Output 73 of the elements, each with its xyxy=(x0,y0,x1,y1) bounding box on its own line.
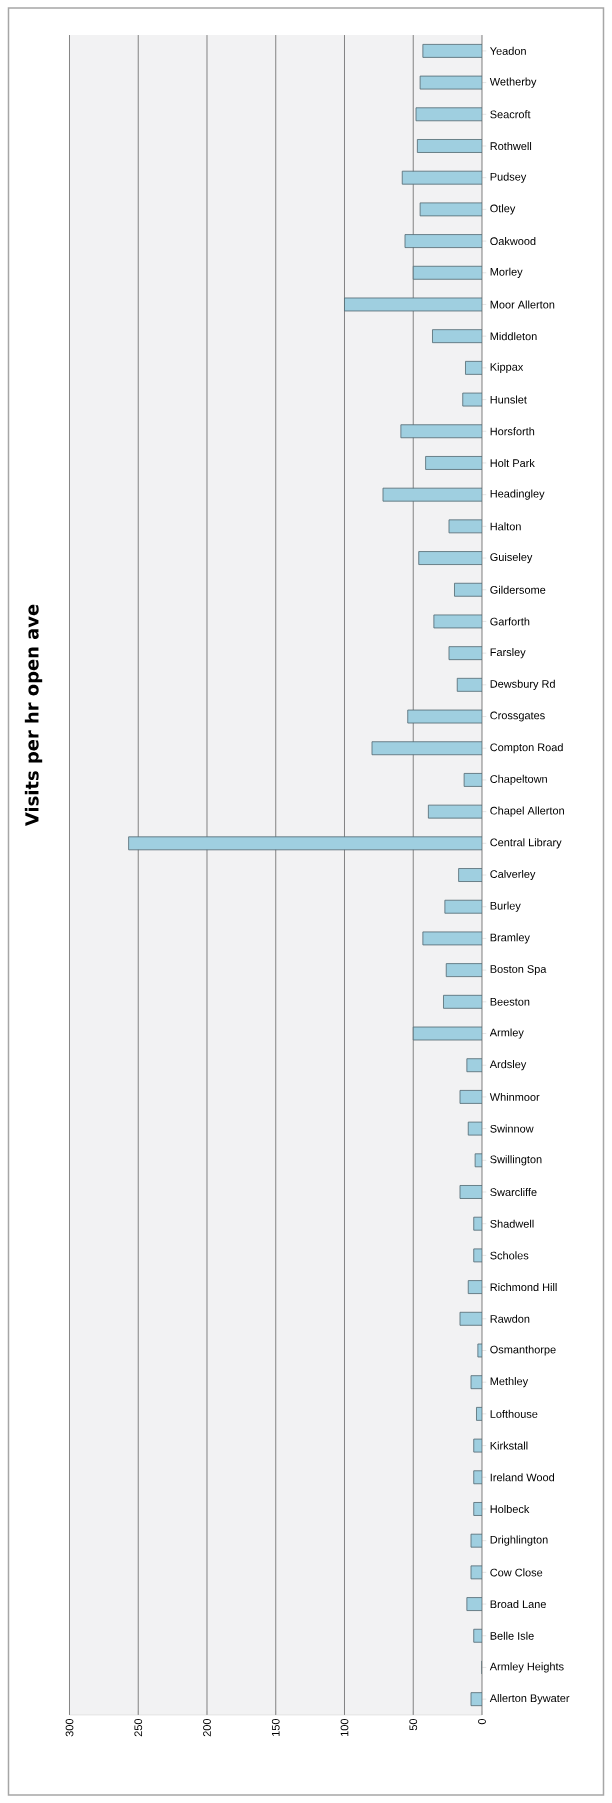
y-tick-label: Gildersome xyxy=(490,585,546,594)
y-tick-label: Bramley xyxy=(490,933,530,944)
bar xyxy=(425,456,482,470)
y-tick-label: Ardsley xyxy=(489,1060,527,1071)
y-tick-label: Crossgates xyxy=(490,711,545,722)
y-tick-label: Farsley xyxy=(490,648,526,659)
bar xyxy=(418,551,482,565)
y-tick-label: Middleton xyxy=(490,332,537,341)
y-tick-label: Wetherby xyxy=(489,77,537,88)
y-tick-label: Armley Heights xyxy=(489,1662,564,1673)
y-tick-label: Armley xyxy=(489,1028,524,1039)
y-tick-label: Rothwell xyxy=(490,141,532,151)
y-tick-label: Dewsbury Rd xyxy=(490,679,555,690)
y-tick-label: Lofthouse xyxy=(490,1409,538,1418)
y-tick-label: Compton Road xyxy=(490,743,563,754)
x-tick-label: 200 xyxy=(203,1718,211,1737)
y-tick-label: Guiseley xyxy=(490,552,533,564)
y-tick-label: Pudsey xyxy=(490,172,527,183)
y-tick-label: Swinnow xyxy=(490,1124,534,1133)
y-tick-label: Belle Isle xyxy=(490,1631,534,1640)
y-tick-label: Scholes xyxy=(490,1251,529,1260)
bar xyxy=(371,741,482,756)
y-tick-label: Whinmoor xyxy=(489,1092,540,1101)
y-tick-label: Chapeltown xyxy=(490,774,547,786)
y-tick-label: Burley xyxy=(490,901,521,912)
y-tick-label: Boston Spa xyxy=(490,965,547,976)
y-tick-label: Allerton Bywater xyxy=(489,1694,570,1705)
y-tick-label: Holbeck xyxy=(490,1504,530,1513)
x-tick-label: 0 xyxy=(478,1718,486,1725)
bar xyxy=(416,139,482,153)
y-tick-label: Richmond Hill xyxy=(490,1283,557,1292)
x-tick-label: 250 xyxy=(134,1718,143,1737)
bar xyxy=(432,329,482,344)
bar xyxy=(400,424,482,439)
y-tick-label: Halton xyxy=(490,522,521,531)
x-tick-label: 50 xyxy=(409,1718,418,1731)
y-tick-label: Holt Park xyxy=(490,458,535,467)
y-tick-label: Seacroft xyxy=(490,110,531,119)
y-tick-label: Otley xyxy=(490,204,516,215)
bar xyxy=(404,234,482,248)
y-tick-label: Methley xyxy=(490,1377,529,1388)
y-tick-label: Horsforth xyxy=(490,427,535,436)
x-tick-label: 300 xyxy=(65,1718,74,1737)
y-tick-label: Beeston xyxy=(490,998,530,1006)
y-tick-label: Calverley xyxy=(490,869,536,881)
bar xyxy=(382,487,482,502)
text: Visits per hr open ave xyxy=(24,604,43,827)
bar xyxy=(401,170,482,185)
bar xyxy=(412,265,482,280)
y-tick-label: Morley xyxy=(490,267,523,278)
y-tick-label: Swarcliffe xyxy=(490,1187,537,1197)
y-tick-label: Shadwell xyxy=(490,1219,534,1228)
y-tick-label: Ireland Wood xyxy=(490,1473,555,1482)
bar xyxy=(128,836,482,851)
y-tick-label: Central Library xyxy=(490,838,562,849)
y-tick-label: Broad Lane xyxy=(490,1600,546,1609)
y-tick-label: Chapel Allerton xyxy=(490,806,564,817)
x-tick-label: 150 xyxy=(271,1718,280,1736)
y-tick-label: Swillington xyxy=(490,1155,542,1166)
y-tick-label: Yeadon xyxy=(490,46,526,55)
y-tick-label: Cow Close xyxy=(490,1568,543,1577)
y-tick-label: Headingley xyxy=(490,489,545,500)
y-tick-label: Drighlington xyxy=(490,1535,548,1546)
bar xyxy=(415,107,482,122)
y-tick-label: Osmanthorpe xyxy=(490,1345,556,1356)
y-tick-label: Moor Allerton xyxy=(490,300,555,309)
y-tick-label: Rawdon xyxy=(490,1314,530,1323)
y-tick-label: Oakwood xyxy=(490,237,536,246)
x-tick-label: 100 xyxy=(340,1718,349,1736)
y-tick-label: Hunslet xyxy=(490,395,527,404)
y-tick-label: Garforth xyxy=(490,617,530,626)
y-tick-label: Kippax xyxy=(490,362,524,373)
y-tick-label: Kirkstall xyxy=(490,1441,528,1450)
